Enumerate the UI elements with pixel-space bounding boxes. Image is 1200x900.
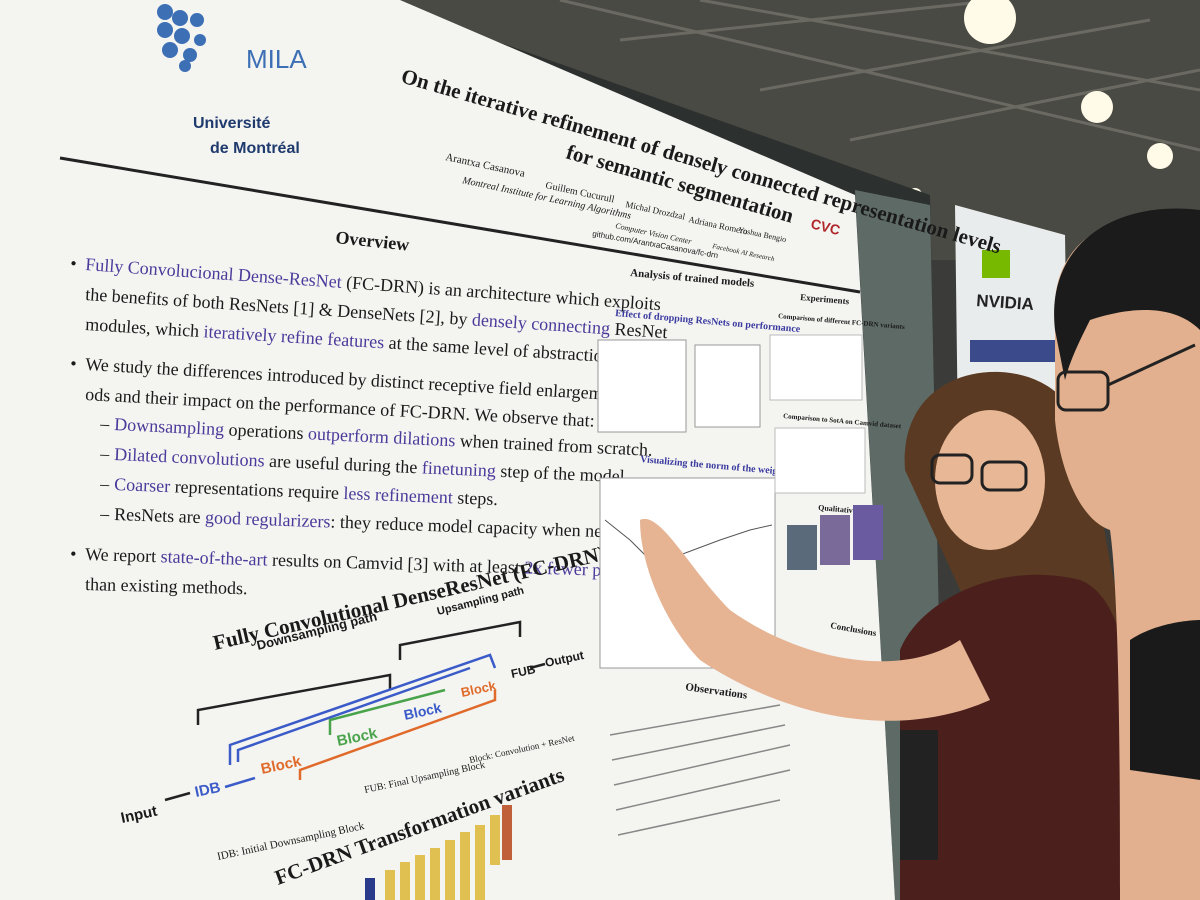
udem-label: de Montréal (210, 140, 300, 157)
text-run: good regularizers (205, 507, 331, 531)
diagram-label: Block (402, 699, 443, 723)
man-glasses (1056, 343, 1196, 412)
woman-face (935, 410, 1045, 550)
variant-bars (365, 805, 512, 900)
nvidia-logo (982, 250, 1010, 278)
text-run: ResNets are (114, 504, 206, 527)
ceiling-trusses (559, 0, 1200, 152)
bullet-marker: • (70, 253, 78, 273)
man-hair (1054, 208, 1200, 380)
plot-panel (597, 339, 687, 433)
ceiling-light (1147, 143, 1173, 169)
text-run: state-of-the-art (160, 546, 267, 569)
overview-line: – Coarser representations require less re… (99, 473, 498, 509)
udem-label: Université (193, 115, 270, 132)
overview-line: than existing methods. (85, 574, 248, 598)
observation-lines (609, 704, 791, 836)
bullet-marker: – (99, 503, 111, 523)
bullet-marker: • (70, 353, 77, 373)
ceiling-light (1081, 91, 1113, 123)
woman-glasses (930, 453, 1028, 492)
ceiling-light (964, 0, 1016, 44)
poster-rule (59, 156, 861, 294)
text-run: than existing methods. (85, 574, 248, 598)
camera-bag (1130, 620, 1200, 780)
bullet-marker: • (70, 544, 77, 564)
neighbour-banner (970, 340, 1065, 362)
diagram-label: FUB (510, 662, 537, 681)
bullet-marker: – (99, 413, 111, 434)
text-run: steps. (452, 487, 498, 509)
subsection-heading: Experiments (800, 292, 850, 306)
woman-arm (640, 518, 990, 721)
architecture-diagram (164, 620, 546, 802)
text-run: Coarser (114, 474, 171, 496)
text-run: ResNet (610, 318, 669, 342)
badge (900, 730, 938, 860)
bullet-marker: – (99, 443, 111, 463)
mila-logo (157, 4, 206, 72)
table-panel (769, 334, 863, 401)
text-run: We report (85, 544, 161, 566)
result-image (820, 515, 850, 565)
mila-label: MILA (246, 44, 307, 74)
overview-text: Coarser representations require less ref… (114, 474, 498, 509)
diagram-label: IDB (193, 779, 222, 801)
nvidia-label: NVIDIA (976, 291, 1035, 314)
text-run: less refinement (343, 483, 453, 507)
result-image (787, 525, 817, 570)
table-panel (774, 427, 866, 494)
plot-panel (694, 344, 761, 428)
result-image (853, 505, 883, 560)
bullet-marker: – (99, 473, 111, 493)
poster (0, 0, 895, 900)
text-run: operations (224, 419, 309, 443)
text-run: finetuning (421, 457, 496, 480)
overview-text: than existing methods. (85, 574, 248, 598)
cvc-logo: CVC (809, 215, 842, 238)
diagram-label: Block (460, 678, 498, 700)
